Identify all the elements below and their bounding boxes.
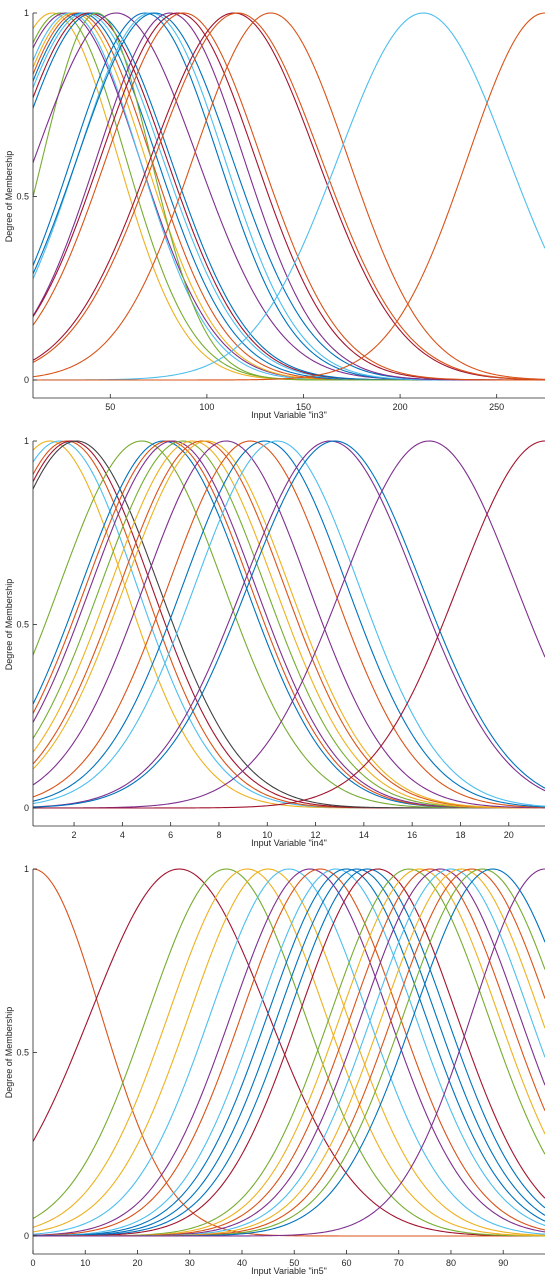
membership-curve-in5-11 xyxy=(33,868,545,1237)
membership-chart-in4: 0 0.5 1 2 4 6 8 10 12 14 16 18 20 Input Variable "in4… xyxy=(0,428,550,856)
membership-curve-in5-15 xyxy=(33,868,545,1237)
x-axis-title-in4: Input Variable "in4" xyxy=(251,838,327,848)
x-axis-title-in5: Input Variable "in5" xyxy=(251,1266,327,1276)
membership-curve-in4-14 xyxy=(33,440,545,809)
x-tick-label-in3: 150 xyxy=(296,402,311,412)
membership-curve-in5-16 xyxy=(33,868,545,1237)
series-group-in5 xyxy=(33,868,545,1237)
y-tick-label-in5: 1 xyxy=(24,864,29,874)
membership-curve-in4-10 xyxy=(33,440,545,809)
y-tick-label-in3: 1 xyxy=(24,8,29,18)
membership-curve-in4-18 xyxy=(33,440,545,808)
x-tick-label-in3: 100 xyxy=(199,402,214,412)
y-axis-title-in5: Degree of Membership xyxy=(4,1007,14,1099)
x-tick-label-in4: 4 xyxy=(120,830,125,840)
membership-curve-in5-3 xyxy=(33,868,545,1237)
x-tick-label-in4: 8 xyxy=(216,830,221,840)
membership-curve-in5-12 xyxy=(33,868,545,1237)
x-tick-label-in3: 50 xyxy=(105,402,115,412)
membership-chart-in5: 0 0.5 1 0 10 20 30 40 50 60 70 80 90 Input Variable "… xyxy=(0,856,550,1283)
x-tick-label-in5: 80 xyxy=(446,1258,456,1268)
x-tick-label-in5: 40 xyxy=(237,1258,247,1268)
x-tick-label-in5: 0 xyxy=(30,1258,35,1268)
membership-curve-in5-19 xyxy=(33,868,545,1237)
y-tick-label-in4: 1 xyxy=(24,436,29,446)
series-group-in3 xyxy=(33,12,545,381)
x-tick-label-in4: 2 xyxy=(72,830,77,840)
membership-curve-in5-1 xyxy=(33,868,545,1237)
membership-curve-in5-13 xyxy=(33,868,545,1237)
x-tick-label-in5: 10 xyxy=(80,1258,90,1268)
membership-curve-in5-18 xyxy=(33,868,545,1237)
membership-curve-in5-7 xyxy=(33,868,545,1236)
x-tick-label-in4: 18 xyxy=(455,830,465,840)
membership-curve-in5-2 xyxy=(33,868,545,1237)
x-tick-label-in4: 16 xyxy=(407,830,417,840)
membership-curve-in3-20 xyxy=(33,12,545,381)
y-tick-label-in4: 0 xyxy=(24,803,29,813)
y-axis-title-in4: Degree of Membership xyxy=(4,579,14,671)
membership-curve-in3-21 xyxy=(33,12,545,380)
y-tick-label-in5: 0.5 xyxy=(16,1048,29,1058)
series-group-in4 xyxy=(33,440,545,809)
x-tick-label-in4: 12 xyxy=(311,830,321,840)
membership-curve-in4-17 xyxy=(33,440,545,807)
membership-curve-in4-16 xyxy=(33,440,545,808)
y-tick-label-in3: 0.5 xyxy=(16,192,29,202)
x-axis-title-in3: Input Variable "in3" xyxy=(251,410,327,420)
membership-chart-in3: 0 0.5 1 50 100 150 200 250 Input Variable "in3" D… xyxy=(0,0,550,428)
membership-curve-in4-21 xyxy=(33,440,545,809)
membership-curve-in4-13 xyxy=(33,440,545,809)
y-tick-label-in4: 0.5 xyxy=(16,620,29,630)
membership-curve-in4-11 xyxy=(33,440,545,809)
x-tick-label-in5: 30 xyxy=(185,1258,195,1268)
membership-curve-in5-5 xyxy=(33,868,545,1236)
membership-curve-in5-20 xyxy=(33,868,545,1237)
membership-curve-in5-23 xyxy=(33,868,545,1237)
membership-curve-in5-21 xyxy=(33,868,545,1237)
membership-curve-in3-18 xyxy=(33,12,545,381)
membership-curve-in5-6 xyxy=(33,868,545,1235)
x-tick-label-in3: 200 xyxy=(393,402,408,412)
membership-curve-in4-20 xyxy=(33,440,545,809)
membership-curve-in5-22 xyxy=(33,868,545,1237)
membership-curve-in3-4 xyxy=(33,12,545,381)
x-tick-label-in5: 20 xyxy=(132,1258,142,1268)
membership-curve-in3-23 xyxy=(33,12,545,381)
y-tick-label-in3: 0 xyxy=(24,375,29,385)
x-tick-label-in4: 20 xyxy=(504,830,514,840)
membership-curve-in5-17 xyxy=(33,868,545,1237)
x-tick-label-in4: 6 xyxy=(168,830,173,840)
y-tick-label-in5: 0 xyxy=(24,1231,29,1241)
membership-curve-in4-19 xyxy=(33,440,545,808)
x-tick-label-in5: 60 xyxy=(341,1258,351,1268)
x-tick-label-in4: 14 xyxy=(359,830,369,840)
x-tick-label-in5: 70 xyxy=(394,1258,404,1268)
membership-curve-in3-19 xyxy=(33,12,545,381)
x-tick-label-in5: 90 xyxy=(498,1258,508,1268)
membership-curve-in5-14 xyxy=(33,868,545,1237)
x-tick-label-in4: 10 xyxy=(262,830,272,840)
x-tick-label-in3: 250 xyxy=(489,402,504,412)
membership-curve-in5-4 xyxy=(33,868,545,1237)
membership-curve-in3-22 xyxy=(33,12,545,381)
membership-curve-in5-8 xyxy=(33,868,545,1237)
membership-curve-in5-10 xyxy=(33,868,545,1237)
x-tick-label-in5: 50 xyxy=(289,1258,299,1268)
membership-curve-in5-9 xyxy=(33,868,545,1237)
y-axis-title-in3: Degree of Membership xyxy=(4,151,14,243)
